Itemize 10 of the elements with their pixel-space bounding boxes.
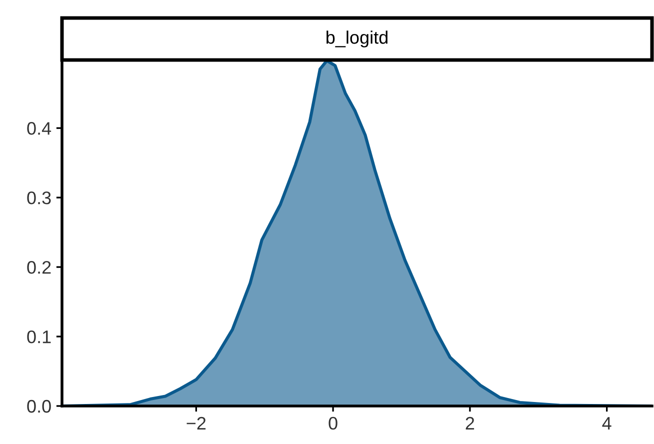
chart-title: b_logitd — [326, 30, 388, 48]
x-tick-label: 4 — [602, 417, 612, 430]
y-tick-label: 0.1 — [27, 330, 51, 344]
y-tick-label: 0.4 — [27, 122, 52, 135]
y-tick-label: 0.0 — [27, 400, 51, 413]
x-tick-label: −2 — [186, 416, 206, 430]
y-tick-label: 0.3 — [27, 192, 51, 204]
x-tick-label: 0 — [328, 416, 338, 430]
y-tick-label: 0.2 — [27, 260, 51, 274]
x-tick-label: 2 — [466, 416, 474, 430]
